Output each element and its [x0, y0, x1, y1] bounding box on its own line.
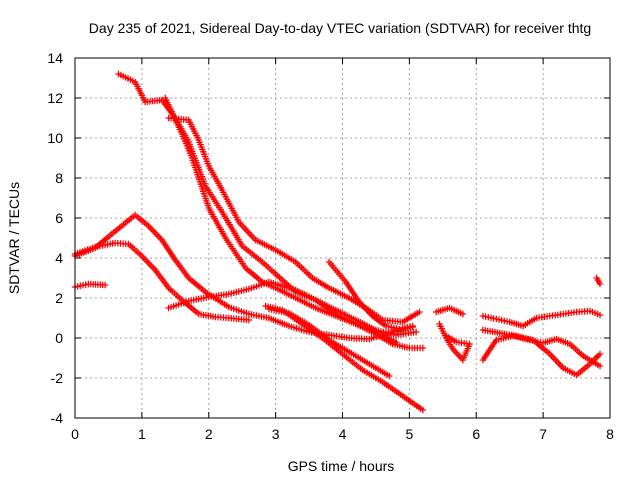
chart-title: Day 235 of 2021, Sidereal Day-to-day VTE…	[89, 20, 591, 36]
y-tick-label: 8	[55, 170, 63, 186]
y-tick-label: 10	[47, 130, 63, 146]
series-arc-7	[165, 278, 420, 339]
y-tick-label: 4	[55, 250, 63, 266]
series-arc-13	[479, 307, 604, 330]
series-arc-15	[479, 332, 604, 370]
y-tick-label: 0	[55, 330, 63, 346]
plot-frame	[74, 57, 611, 419]
data-points	[71, 70, 604, 414]
x-tick-labels: 0 1 2 3 4 5 6 7 8	[71, 426, 614, 442]
y-tick-labels: -4 -2 0 2 4 6 8 10 12 14	[47, 50, 63, 426]
data-point-markers	[162, 94, 400, 346]
y-tick-label: 2	[55, 290, 63, 306]
series-arc-9	[265, 305, 393, 380]
y-tick-label: -4	[51, 410, 64, 426]
data-point-markers	[71, 239, 253, 324]
data-point-markers	[325, 258, 416, 333]
series-arc-11	[432, 304, 467, 318]
data-point-markers	[479, 307, 604, 330]
data-point-markers	[71, 280, 109, 291]
data-point-markers	[479, 326, 604, 379]
x-axis-label: GPS time / hours	[288, 458, 395, 474]
y-tick-label: -2	[51, 370, 64, 386]
y-axis-label: SDTVAR / TECUs	[6, 182, 22, 294]
x-tick-label: 7	[539, 426, 547, 442]
x-tick-label: 1	[138, 426, 146, 442]
y-tick-label: 6	[55, 210, 63, 226]
series-arc-3	[71, 239, 253, 324]
series-arc-12	[436, 320, 473, 364]
series-arc-6	[165, 114, 423, 326]
series-arc-10	[325, 258, 416, 333]
data-point-markers	[479, 332, 604, 370]
series-arc-16	[593, 274, 604, 288]
x-tick-label: 0	[71, 426, 79, 442]
series-arc-5	[162, 94, 400, 346]
gridlines	[74, 57, 611, 419]
data-point-markers	[436, 320, 473, 364]
data-point-markers	[165, 114, 423, 326]
x-tick-label: 3	[272, 426, 280, 442]
x-tick-label: 2	[205, 426, 213, 442]
data-point-markers	[593, 274, 604, 288]
data-point-markers	[265, 305, 393, 380]
x-tick-label: 6	[472, 426, 480, 442]
data-point-markers	[165, 278, 420, 339]
series-arc-14	[479, 326, 604, 379]
y-tick-label: 12	[47, 90, 63, 106]
x-tick-label: 4	[339, 426, 347, 442]
data-point-markers	[432, 304, 467, 318]
x-tick-label: 8	[606, 426, 614, 442]
series-arc-1	[71, 280, 109, 291]
y-tick-label: 14	[47, 50, 63, 66]
x-tick-label: 5	[405, 426, 413, 442]
